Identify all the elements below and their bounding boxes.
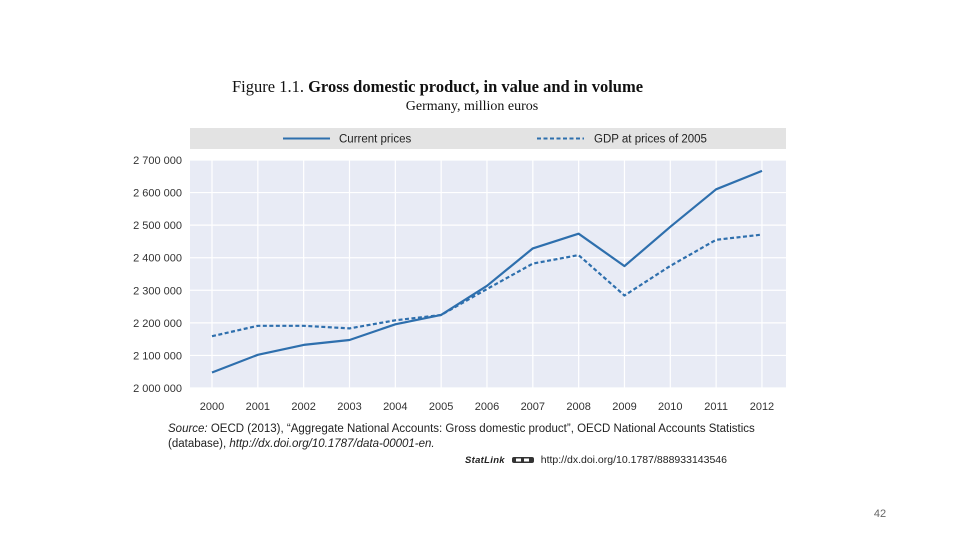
- x-tick-label: 2012: [750, 401, 774, 413]
- grid-lines: [190, 159, 786, 389]
- x-tick-label: 2009: [612, 401, 636, 413]
- source-label: Source:: [168, 423, 208, 435]
- x-tick-label: 2006: [475, 401, 499, 413]
- statlink-url[interactable]: http://dx.doi.org/10.1787/888933143546: [540, 454, 727, 466]
- series-line-current-prices: [211, 169, 763, 374]
- series-line-gdp-2005: [211, 233, 763, 338]
- source-url[interactable]: http://dx.doi.org/10.1787/data-00001-en.: [229, 438, 435, 450]
- y-tick-label: 2 300 000: [133, 285, 182, 297]
- page-number: 42: [873, 508, 887, 520]
- source-note: Source: OECD (2013), “Aggregate National…: [168, 422, 768, 452]
- legend-label-gdp-2005: GDP at prices of 2005: [594, 134, 707, 146]
- source-text: OECD (2013), “Aggregate National Account…: [168, 423, 755, 450]
- figure-label: Figure 1.1.: [232, 77, 304, 96]
- figure-main-title: Gross domestic product, in value and in …: [308, 77, 644, 96]
- x-tick-label: 2005: [429, 401, 453, 413]
- x-tick-label: 2000: [200, 401, 224, 413]
- x-tick-label: 2004: [383, 401, 407, 413]
- x-tick-label: 2001: [246, 401, 270, 413]
- x-axis-tick-labels: 2000 2001 2002 2003 2004 2005 2006 2007 2008 2009…: [200, 401, 774, 413]
- x-tick-label: 2008: [566, 401, 590, 413]
- y-tick-label: 2 100 000: [133, 350, 182, 362]
- y-tick-label: 2 000 000: [133, 383, 182, 395]
- x-tick-label: 2011: [704, 401, 728, 413]
- plot-area: [190, 160, 786, 388]
- series-lines: [211, 169, 763, 374]
- y-tick-label: 2 200 000: [133, 318, 182, 330]
- y-tick-label: 2 500 000: [133, 220, 182, 232]
- x-tick-label: 2007: [521, 401, 545, 413]
- y-tick-label: 2 700 000: [133, 155, 182, 167]
- x-tick-label: 2002: [291, 401, 315, 413]
- y-tick-label: 2 600 000: [133, 188, 182, 200]
- statlink-logo-icon: [511, 457, 534, 464]
- legend-background: [190, 128, 786, 149]
- figure-subtitle: Germany, million euros: [405, 99, 539, 114]
- figure-title: Figure 1.1. Gross domestic product, in v…: [232, 77, 792, 97]
- x-tick-label: 2003: [337, 401, 361, 413]
- x-tick-label: 2010: [658, 401, 682, 413]
- statlink: StatLink http://dx.doi.org/10.1787/88893…: [465, 454, 727, 466]
- y-axis-tick-labels: 2 000 000 2 100 000 2 200 000 2 300 000 2 40…: [133, 155, 182, 395]
- statlink-brand: StatLink: [465, 455, 505, 466]
- legend-label-current-prices: Current prices: [339, 134, 411, 146]
- y-tick-label: 2 400 000: [133, 253, 182, 265]
